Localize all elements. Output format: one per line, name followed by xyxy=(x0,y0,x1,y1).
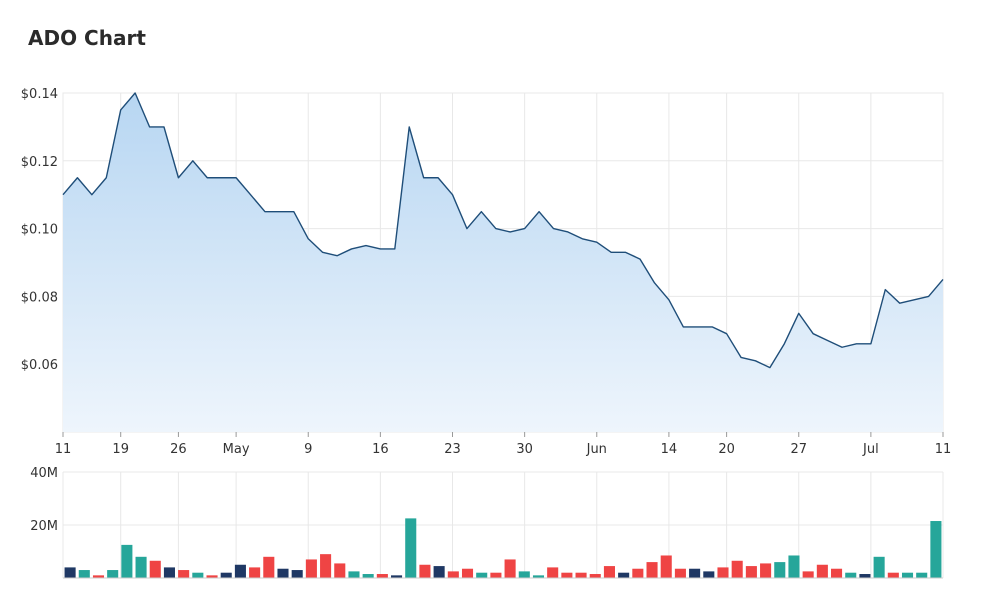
volume-bar xyxy=(774,562,786,578)
volume-bar xyxy=(646,562,658,578)
price-line xyxy=(62,92,944,369)
volume-bar xyxy=(78,570,90,578)
volume-bar xyxy=(788,555,800,578)
price-y-tick-label: $0.14 xyxy=(21,87,58,102)
volume-bar xyxy=(376,574,388,578)
x-tick-label: 20 xyxy=(718,442,735,457)
x-tick-label: 23 xyxy=(444,442,461,457)
volume-bar xyxy=(64,567,76,578)
volume-bar xyxy=(632,568,644,578)
volume-y-axis: 20M 40M xyxy=(30,466,58,534)
volume-bar xyxy=(433,566,445,578)
volume-bar xyxy=(135,556,147,578)
volume-y-tick-label: 40M xyxy=(30,466,58,481)
volume-bar xyxy=(206,575,218,578)
volume-bar xyxy=(107,570,119,578)
volume-bar xyxy=(575,572,587,578)
price-area xyxy=(62,92,944,432)
volume-bar xyxy=(362,574,374,578)
price-y-tick-label: $0.12 xyxy=(21,155,58,170)
volume-bar xyxy=(873,556,885,578)
volume-bar xyxy=(263,556,275,578)
x-tick-label: Jul xyxy=(862,442,879,457)
x-tick-label: 30 xyxy=(516,442,533,457)
volume-bar xyxy=(831,568,843,578)
volume-bar xyxy=(745,566,757,578)
volume-bar xyxy=(547,567,559,578)
volume-bar xyxy=(518,571,530,579)
x-tick-label: 27 xyxy=(790,442,807,457)
price-y-tick-label: $0.06 xyxy=(21,358,58,373)
volume-bar xyxy=(589,574,601,578)
volume-bar xyxy=(419,564,431,578)
volume-bar xyxy=(603,566,615,578)
price-y-tick-label: $0.08 xyxy=(21,290,58,305)
price-area-fill xyxy=(63,93,943,432)
x-tick-label: Jun xyxy=(586,442,607,457)
x-tick-label: 9 xyxy=(304,442,312,457)
volume-bar xyxy=(92,575,105,578)
x-tick-label: 16 xyxy=(372,442,389,457)
volume-bar xyxy=(859,574,871,578)
volume-bar xyxy=(674,568,686,578)
volume-bar xyxy=(334,563,346,578)
volume-bar xyxy=(149,560,161,578)
volume-bar xyxy=(845,572,857,578)
x-axis: 11 19 26 May 9 16 23 30 Jun 14 20 27 Jul 11 xyxy=(55,432,952,457)
volume-bar xyxy=(192,572,204,578)
volume-bar xyxy=(121,544,133,579)
volume-bar xyxy=(476,572,488,578)
volume-bar xyxy=(249,567,261,578)
volume-bar xyxy=(618,572,630,578)
price-y-tick-label: $0.10 xyxy=(21,223,58,238)
volume-bar xyxy=(447,571,459,579)
volume-bars xyxy=(63,518,943,579)
volume-bar xyxy=(760,563,772,578)
volume-bar xyxy=(689,568,701,578)
volume-bar xyxy=(901,572,914,578)
volume-bar xyxy=(916,572,928,578)
x-tick-label: 14 xyxy=(661,442,678,457)
volume-bar xyxy=(660,555,672,578)
x-tick-label: 26 xyxy=(170,442,187,457)
volume-bar xyxy=(816,564,828,578)
volume-bar xyxy=(178,570,190,578)
volume-bar xyxy=(163,567,175,578)
volume-bar xyxy=(405,518,417,579)
volume-bar xyxy=(561,572,573,578)
volume-bar xyxy=(348,571,360,579)
volume-bar xyxy=(490,572,502,578)
volume-bar xyxy=(291,570,303,578)
volume-y-tick-label: 20M xyxy=(30,519,58,534)
volume-bar xyxy=(504,559,516,578)
volume-bar xyxy=(703,571,715,579)
volume-bar xyxy=(234,564,246,578)
volume-bar xyxy=(391,575,403,578)
x-tick-label: 19 xyxy=(112,442,129,457)
x-tick-label: 11 xyxy=(935,442,952,457)
volume-grid xyxy=(62,471,944,578)
volume-bar xyxy=(305,559,317,578)
x-tick-label: 11 xyxy=(55,442,72,457)
volume-bar xyxy=(887,572,899,578)
chart-title: ADO Chart xyxy=(28,26,146,50)
volume-bar xyxy=(930,521,942,578)
volume-bar xyxy=(802,571,814,579)
volume-bar xyxy=(461,568,474,578)
volume-bar xyxy=(731,560,743,578)
x-tick-label: May xyxy=(223,442,250,457)
volume-bar xyxy=(320,554,332,578)
volume-bar xyxy=(220,572,232,578)
volume-bar xyxy=(277,568,289,578)
price-y-axis: $0.06 $0.08 $0.10 $0.12 $0.14 xyxy=(21,87,58,373)
volume-bar xyxy=(532,575,545,578)
volume-bar xyxy=(717,567,729,578)
